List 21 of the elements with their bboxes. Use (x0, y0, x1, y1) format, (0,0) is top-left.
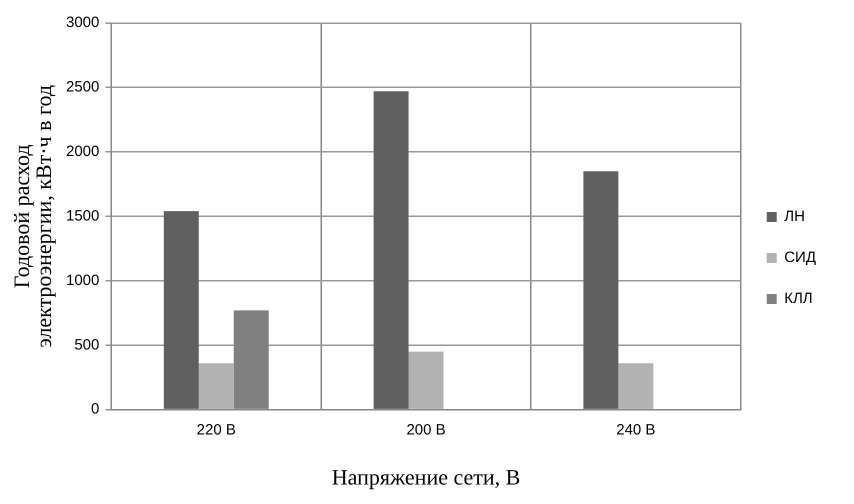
legend-label: КЛЛ (784, 290, 813, 308)
y-tick-label: 3000 (66, 14, 100, 32)
y-tick-label: 2000 (66, 143, 100, 160)
legend-label: СИД (784, 249, 816, 266)
bar (618, 363, 654, 409)
bar (198, 363, 234, 409)
y-axis-title: Годовой расход электроэнергии, кВт·ч в год (8, 84, 56, 348)
y-tick-label: 1000 (66, 272, 100, 289)
y-tick-label: 500 (74, 336, 100, 354)
bar (583, 171, 618, 409)
x-tick-label: 220 В (196, 422, 236, 439)
y-tick-label: 1500 (66, 207, 100, 224)
y-tick-label: 0 (91, 400, 100, 418)
x-tick-label: 200 В (406, 422, 446, 439)
bar (374, 91, 409, 409)
bar (408, 352, 444, 409)
x-tick-label: 240 В (616, 422, 656, 439)
y-tick-label: 2500 (66, 78, 100, 96)
bar (164, 211, 199, 409)
legend-label: ЛН (784, 208, 805, 226)
x-axis-title: Напряжение сети, В (332, 464, 520, 490)
